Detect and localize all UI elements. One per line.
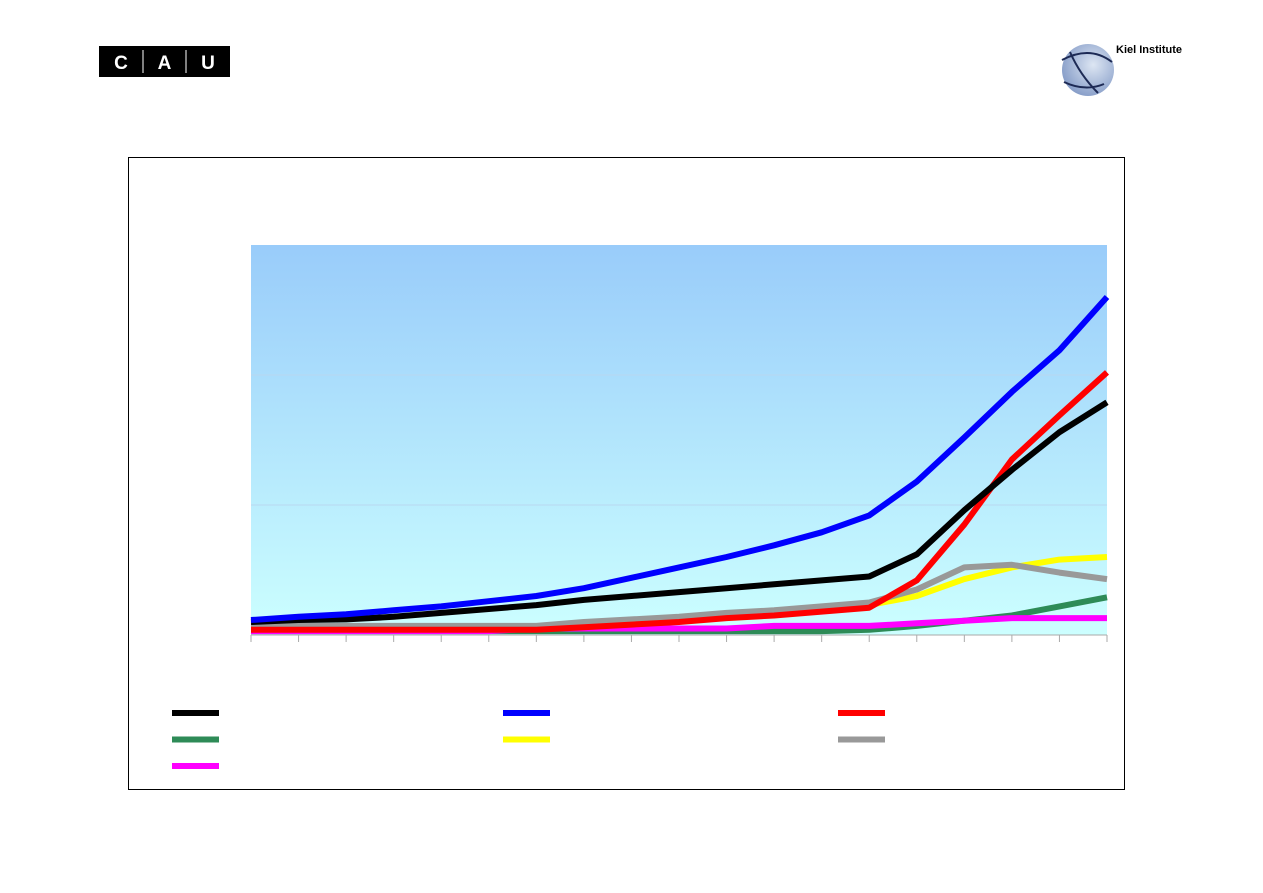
- cau-logo: [99, 46, 230, 77]
- chart: [172, 295, 1110, 769]
- logo-letter: C: [114, 53, 128, 74]
- series-line: [250, 295, 1110, 624]
- series-line: [251, 370, 1110, 633]
- series-line: [251, 561, 1108, 629]
- logo-letter: A: [158, 53, 172, 74]
- logo-letter: U: [201, 53, 215, 74]
- institute-name: Kiel Institute: [1116, 44, 1182, 56]
- globe-orbit: [1061, 51, 1113, 94]
- series-line: [250, 399, 1109, 625]
- chart-frame: [128, 157, 1125, 790]
- globe-icon: [1062, 44, 1114, 96]
